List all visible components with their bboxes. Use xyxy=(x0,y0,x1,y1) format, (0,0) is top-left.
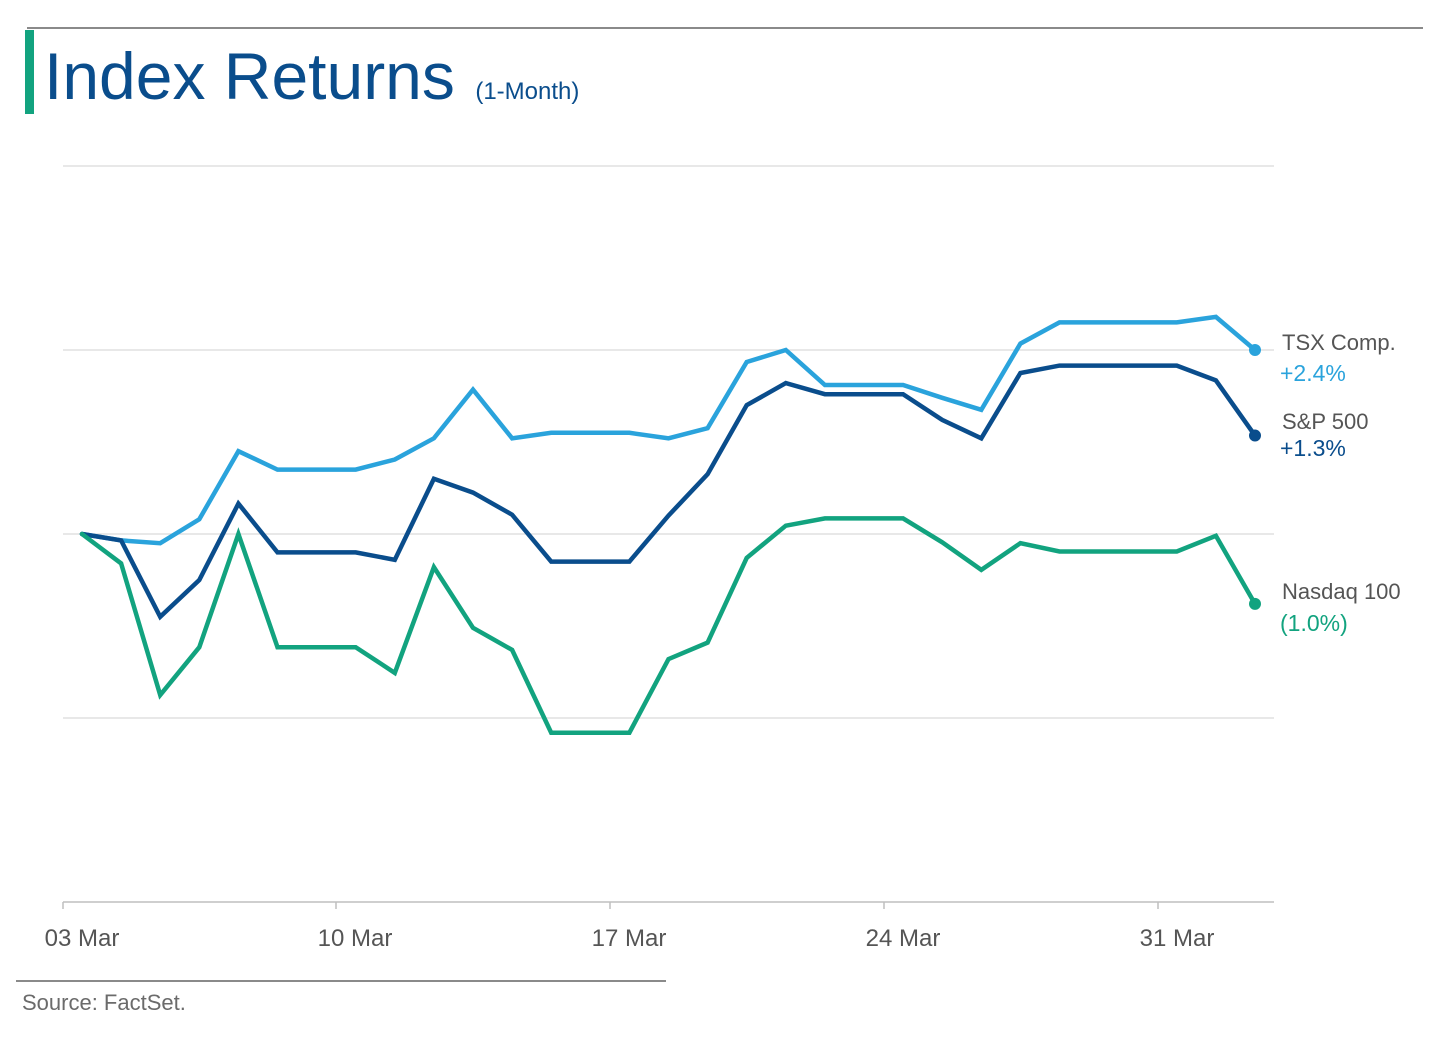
series-value-label: (1.0%) xyxy=(1280,610,1348,636)
chart-header: Index Returns (1-Month) xyxy=(44,36,579,116)
x-axis: 03 Mar 10 Mar 17 Mar 24 Mar 31 Mar xyxy=(45,901,1274,952)
chart-subtitle: (1-Month) xyxy=(475,78,580,105)
x-tick-label: 10 Mar xyxy=(318,925,393,952)
x-tick-label: 03 Mar xyxy=(45,925,120,952)
series-end-point xyxy=(1249,429,1261,442)
title-accent-bar xyxy=(25,30,34,114)
series-line-s-p-500 xyxy=(79,363,1258,621)
gridlines xyxy=(63,165,1274,719)
series-name-label: Nasdaq 100 xyxy=(1282,579,1401,604)
series-value-label: +1.3% xyxy=(1280,435,1346,461)
series-line-tsx-comp- xyxy=(79,314,1258,546)
source-rule xyxy=(16,980,666,982)
source-note: Source: FactSet. xyxy=(22,990,186,1015)
series-value-label: +2.4% xyxy=(1280,360,1346,386)
series-end-point xyxy=(1249,344,1261,356)
series-end-point xyxy=(1249,597,1261,610)
chart-title: Index Returns xyxy=(44,39,455,113)
x-tick-label: 31 Mar xyxy=(1140,925,1215,952)
series-lines xyxy=(79,314,1261,735)
series-name-label: TSX Comp. xyxy=(1282,330,1396,355)
top-rule xyxy=(27,27,1423,29)
series-line-nasdaq-100 xyxy=(79,516,1258,735)
x-tick-label: 17 Mar xyxy=(592,925,667,952)
series-name-label: S&P 500 xyxy=(1282,409,1368,434)
x-tick-label: 24 Mar xyxy=(866,925,941,952)
end-labels: TSX Comp. +2.4% S&P 500+1.3% Nasdaq 100 (1.0… xyxy=(1280,330,1401,636)
